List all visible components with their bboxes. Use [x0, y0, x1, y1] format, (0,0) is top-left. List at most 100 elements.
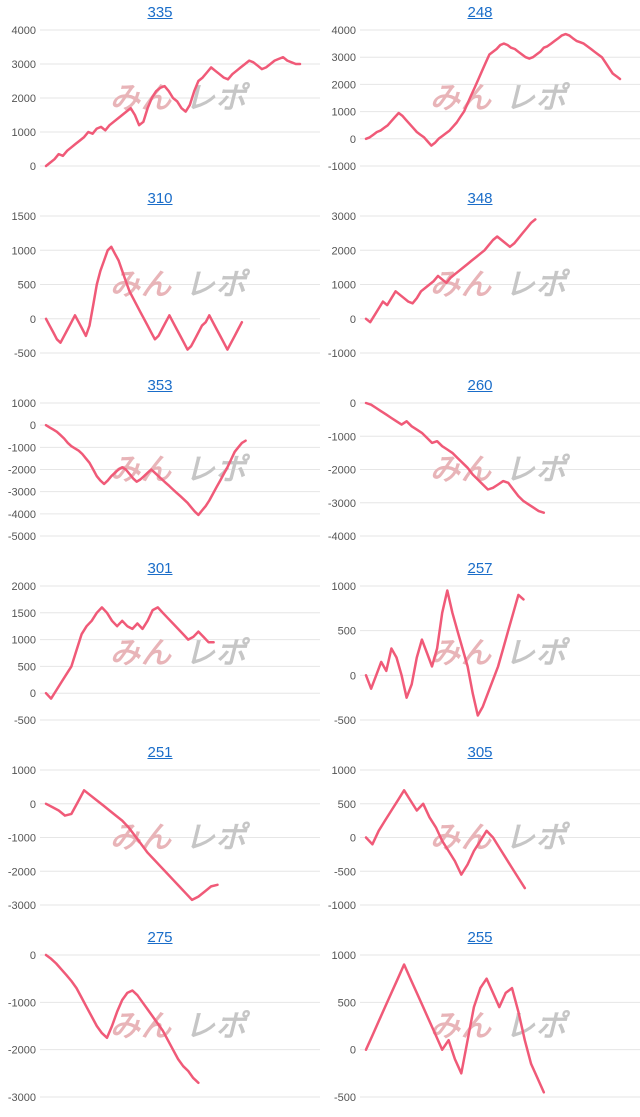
y-tick-label: -1000 [8, 442, 36, 454]
y-tick-label: 2000 [332, 245, 356, 257]
chart-title-link[interactable]: 255 [467, 929, 493, 946]
y-tick-label: -500 [14, 715, 36, 727]
watermark: みん レポ [110, 453, 251, 488]
watermark-right: レポ [185, 268, 251, 303]
chart-title-link[interactable]: 310 [147, 190, 173, 207]
watermark-right: レポ [505, 1009, 571, 1044]
watermark-left: みん [430, 453, 492, 488]
y-tick-label: 500 [338, 799, 356, 811]
chart-title-link[interactable]: 335 [147, 4, 173, 21]
y-tick-label: 1000 [12, 245, 36, 257]
watermark-right: レポ [505, 453, 571, 488]
series-line [44, 55, 302, 168]
watermark-right: レポ [505, 268, 571, 303]
y-tick-label: 1500 [12, 211, 36, 223]
y-tick-label: -1000 [328, 161, 356, 173]
chart-panel: 335 4000 3000 2000 1000 0 みん レポ [0, 0, 320, 186]
chart-svg: 0 -1000 -2000 -3000 -4000 みん レポ [328, 398, 640, 543]
series-line [364, 963, 546, 1094]
y-tick-label: -1000 [328, 900, 356, 912]
chart-panel: 248 4000 3000 2000 1000 0 -1000 みん レポ [320, 0, 640, 186]
series-line [44, 423, 247, 517]
y-tick-label: 1000 [332, 581, 356, 593]
chart-panel: 310 1500 1000 500 0 -500 みん レポ [0, 186, 320, 373]
chart-panel: 348 3000 2000 1000 0 -1000 みん レポ [320, 186, 640, 373]
watermark-left: みん [110, 821, 172, 856]
series-line [44, 953, 200, 1085]
y-tick-label: 0 [30, 799, 36, 811]
watermark-left: みん [110, 636, 172, 671]
chart-panel: 275 0 -1000 -2000 -3000 みん レポ [0, 925, 320, 1117]
chart-title-link[interactable]: 305 [467, 744, 493, 761]
y-tick-label: 0 [350, 833, 356, 845]
chart-title-link[interactable]: 301 [147, 560, 173, 577]
chart-title-link[interactable]: 251 [147, 744, 173, 761]
y-tick-label: -500 [334, 1092, 356, 1104]
chart-title-link[interactable]: 260 [467, 377, 493, 394]
chart-svg: 1500 1000 500 0 -500 みん レポ [12, 211, 320, 360]
watermark: みん レポ [110, 268, 251, 303]
y-tick-label: 1000 [332, 280, 356, 292]
watermark: みん レポ [430, 268, 571, 303]
watermark: みん レポ [430, 81, 570, 116]
y-tick-label: 1000 [332, 107, 356, 119]
y-tick-label: 0 [30, 950, 36, 962]
chart-panel: 301 2000 1500 1000 500 0 -500 みん レポ [0, 556, 320, 740]
y-tick-label: 2000 [332, 79, 356, 91]
watermark-right: レポ [185, 1009, 251, 1044]
chart-panel: 305 1000 500 0 -500 -1000 みん レポ [320, 740, 640, 925]
y-tick-label: 500 [338, 626, 356, 638]
y-tick-label: 500 [18, 280, 36, 292]
watermark: みん レポ [110, 1009, 251, 1044]
series-line [364, 789, 527, 890]
watermark-left: みん [430, 81, 492, 116]
watermark-right: レポ [185, 453, 251, 488]
y-tick-label: 1000 [12, 398, 36, 410]
watermark-right: レポ [505, 821, 571, 856]
y-tick-label: -500 [334, 866, 356, 878]
y-tick-label: -2000 [328, 465, 356, 477]
chart-title-link[interactable]: 257 [467, 560, 493, 577]
y-tick-label: 500 [18, 661, 36, 673]
watermark: みん レポ [110, 821, 250, 856]
chart-title-link[interactable]: 353 [147, 377, 173, 394]
y-tick-label: -1000 [8, 997, 36, 1009]
chart-title-link[interactable]: 275 [147, 929, 173, 946]
series-line [364, 589, 525, 717]
y-tick-label: 1500 [12, 608, 36, 620]
y-tick-label: -2000 [8, 866, 36, 878]
chart-svg: 4000 3000 2000 1000 0 -1000 みん レポ [328, 25, 640, 173]
y-tick-label: -3000 [8, 487, 36, 499]
y-tick-label: 0 [30, 420, 36, 432]
chart-panel: 257 1000 500 0 -500 みん レポ [320, 556, 640, 740]
chart-title-link[interactable]: 348 [467, 190, 493, 207]
watermark: みん レポ [430, 453, 571, 488]
y-tick-label: -3000 [328, 498, 356, 510]
chart-panel: 353 1000 0 -1000 -2000 -3000 -4000 -5000 みん レポ [0, 373, 320, 556]
y-tick-label: 0 [30, 688, 36, 700]
watermark-left: みん [430, 268, 492, 303]
y-tick-label: 3000 [332, 52, 356, 64]
y-tick-label: -4000 [328, 531, 356, 543]
chart-title-link[interactable]: 248 [467, 4, 493, 21]
y-tick-label: -1000 [8, 833, 36, 845]
y-tick-label: 4000 [332, 25, 356, 37]
chart-svg: 2000 1500 1000 500 0 -500 みん レポ [12, 581, 320, 727]
y-tick-label: -500 [334, 715, 356, 727]
y-tick-label: -1000 [328, 348, 356, 360]
y-tick-label: -2000 [8, 465, 36, 477]
chart-svg: 1000 0 -1000 -2000 -3000 みん レポ [8, 765, 320, 912]
watermark-right: レポ [505, 636, 571, 671]
y-tick-label: 4000 [12, 25, 36, 37]
y-tick-label: -3000 [8, 1092, 36, 1104]
watermark-left: みん [110, 268, 172, 303]
y-tick-label: -500 [14, 348, 36, 360]
chart-panel: 255 1000 500 0 -500 みん レポ [320, 925, 640, 1117]
series-line [364, 401, 546, 514]
y-tick-label: -2000 [8, 1045, 36, 1057]
y-tick-label: 1000 [332, 950, 356, 962]
watermark: みん レポ [430, 636, 571, 671]
